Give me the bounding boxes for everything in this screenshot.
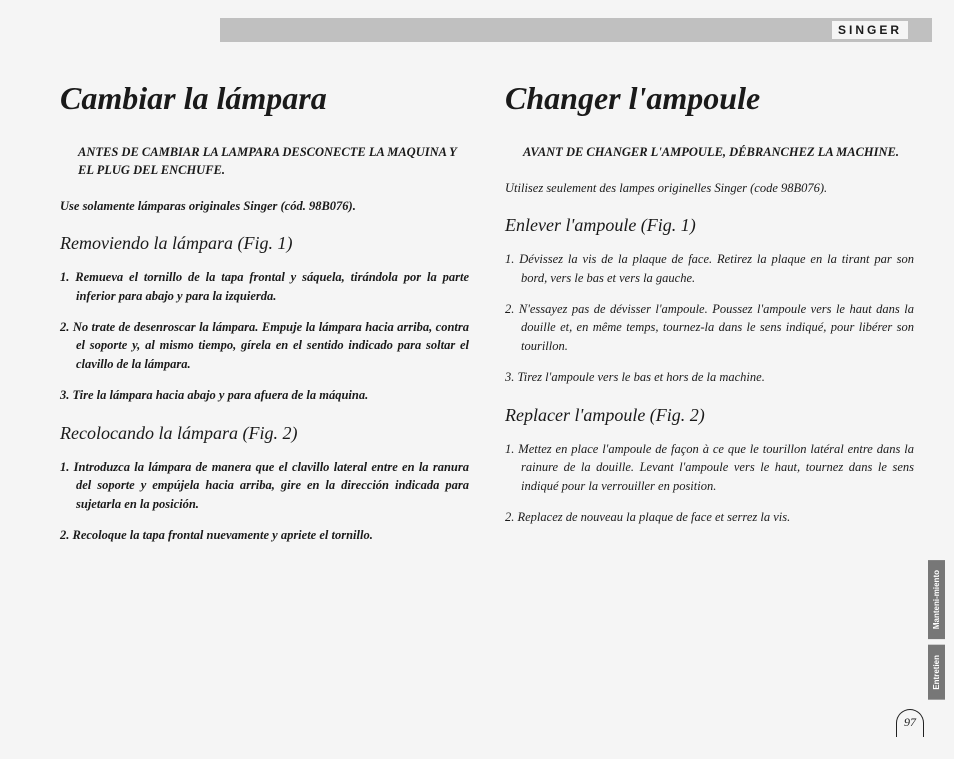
list-item: Remueva el tornillo de la tapa frontal y…	[60, 268, 469, 306]
list-remove-fr: Dévissez la vis de la plaque de face. Re…	[505, 250, 914, 387]
title-fr: Changer l'ampoule	[505, 80, 914, 117]
column-french: Changer l'ampoule AVANT DE CHANGER L'AMP…	[505, 80, 914, 729]
list-item: N'essayez pas de dévisser l'ampoule. Pou…	[505, 300, 914, 356]
list-item: Tire la lámpara hacia abajo y para afuer…	[60, 386, 469, 405]
warning-es: ANTES DE CAMBIAR LA LAMPARA DESCONECTE L…	[60, 143, 469, 179]
note-fr: Utilisez seulement des lampes originelle…	[505, 179, 914, 197]
column-spanish: Cambiar la lámpara ANTES DE CAMBIAR LA L…	[60, 80, 469, 729]
list-item: No trate de desenroscar la lámpara. Empu…	[60, 318, 469, 374]
list-item: Introduzca la lámpara de manera que el c…	[60, 458, 469, 514]
heading-remove-fr: Enlever l'ampoule (Fig. 1)	[505, 215, 914, 236]
brand-label: SINGER	[832, 21, 908, 39]
heading-remove-es: Removiendo la lámpara (Fig. 1)	[60, 233, 469, 254]
heading-replace-fr: Replacer l'ampoule (Fig. 2)	[505, 405, 914, 426]
header-bar: SINGER	[220, 18, 932, 42]
page-number: 97	[896, 709, 924, 737]
list-item: Replacez de nouveau la plaque de face et…	[505, 508, 914, 527]
list-item: Tirez l'ampoule vers le bas et hors de l…	[505, 368, 914, 387]
title-es: Cambiar la lámpara	[60, 80, 469, 117]
tab-maintenance-fr[interactable]: Entretien	[928, 645, 945, 700]
list-remove-es: Remueva el tornillo de la tapa frontal y…	[60, 268, 469, 405]
page-content: Cambiar la lámpara ANTES DE CAMBIAR LA L…	[60, 80, 914, 729]
side-tabs: Manteni-miento Entretien	[928, 560, 954, 706]
list-item: Dévissez la vis de la plaque de face. Re…	[505, 250, 914, 288]
list-item: Mettez en place l'ampoule de façon à ce …	[505, 440, 914, 496]
list-replace-es: Introduzca la lámpara de manera que el c…	[60, 458, 469, 545]
note-es: Use solamente lámparas originales Singer…	[60, 197, 469, 215]
heading-replace-es: Recolocando la lámpara (Fig. 2)	[60, 423, 469, 444]
list-replace-fr: Mettez en place l'ampoule de façon à ce …	[505, 440, 914, 527]
list-item: Recoloque la tapa frontal nuevamente y a…	[60, 526, 469, 545]
warning-fr: AVANT DE CHANGER L'AMPOULE, DÉBRANCHEZ L…	[505, 143, 914, 161]
tab-maintenance-es[interactable]: Manteni-miento	[928, 560, 945, 639]
